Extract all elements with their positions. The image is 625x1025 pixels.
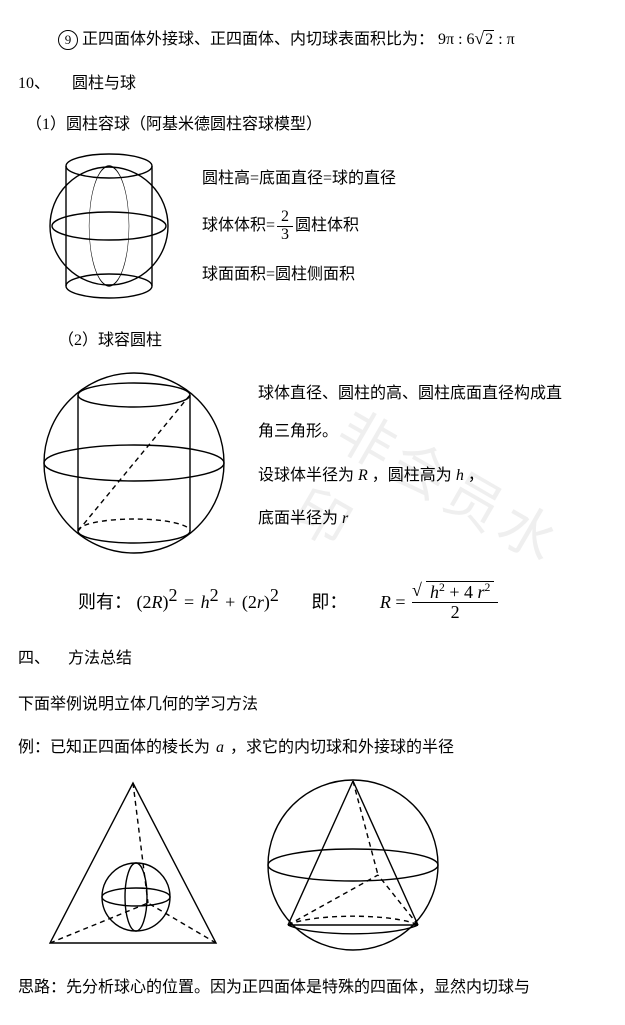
figure-pair — [18, 775, 607, 955]
item-9: 9 正四面体外接球、正四面体、内切球表面积比为： 9π : 6√2 : π — [18, 24, 607, 53]
sec1-line2: 球体体积=23圆柱体积 — [202, 209, 607, 244]
sec1-line3: 球面面积=圆柱侧面积 — [202, 262, 607, 288]
fig-tetra-circumsphere — [258, 775, 448, 955]
example-line: 例：已知正四面体的棱长为 a ，求它的内切球和外接球的半径 — [18, 735, 607, 761]
ratio: 9π : 6√2 : π — [438, 31, 515, 48]
sec1-figure — [18, 148, 178, 318]
sec1-row: 圆柱高=底面直径=球的直径 球体体积=23圆柱体积 球面面积=圆柱侧面积 — [18, 148, 607, 318]
examples-intro: 下面举例说明立体几何的学习方法 — [18, 692, 607, 718]
equation-line: 则有： (2R)2 = h2 + (2r)2 即： R = h2 + 4 r2 … — [18, 583, 607, 622]
item-10: 10、 圆柱与球 — [18, 71, 607, 97]
item-9-text: 正四面体外接球、正四面体、内切球表面积比为： — [82, 31, 434, 48]
item-10-num: 10、 — [18, 75, 50, 92]
sec2-figure — [18, 363, 234, 563]
section-4: 四、方法总结 — [18, 646, 607, 672]
fig-tetra-insphere — [38, 775, 228, 955]
sec2-text: 球体直径、圆柱的高、圆柱底面直径构成直 角三角形。 设球体半径为 R ，圆柱高为… — [234, 363, 607, 549]
circ-9: 9 — [58, 30, 78, 50]
sec1-line1: 圆柱高=底面直径=球的直径 — [202, 166, 607, 192]
sec2-line1b: 角三角形。 — [258, 419, 607, 445]
sec2-heading: （2）球容圆柱 — [18, 328, 607, 354]
sec2-line1: 球体直径、圆柱的高、圆柱底面直径构成直 — [258, 381, 607, 407]
sec1-text: 圆柱高=底面直径=球的直径 球体体积=23圆柱体积 球面面积=圆柱侧面积 — [178, 148, 607, 306]
footer-line: 思路：先分析球心的位置。因为正四面体是特殊的四面体，显然内切球与 — [18, 975, 607, 1001]
sec2-row: 球体直径、圆柱的高、圆柱底面直径构成直 角三角形。 设球体半径为 R ，圆柱高为… — [18, 363, 607, 563]
sec2-line2: 设球体半径为 R ，圆柱高为 h ， — [258, 463, 607, 489]
sec1-heading: （1）圆柱容球（阿基米德圆柱容球模型） — [18, 112, 607, 138]
item-10-title: 圆柱与球 — [54, 75, 136, 92]
sec2-line3: 底面半径为 r — [258, 506, 607, 532]
